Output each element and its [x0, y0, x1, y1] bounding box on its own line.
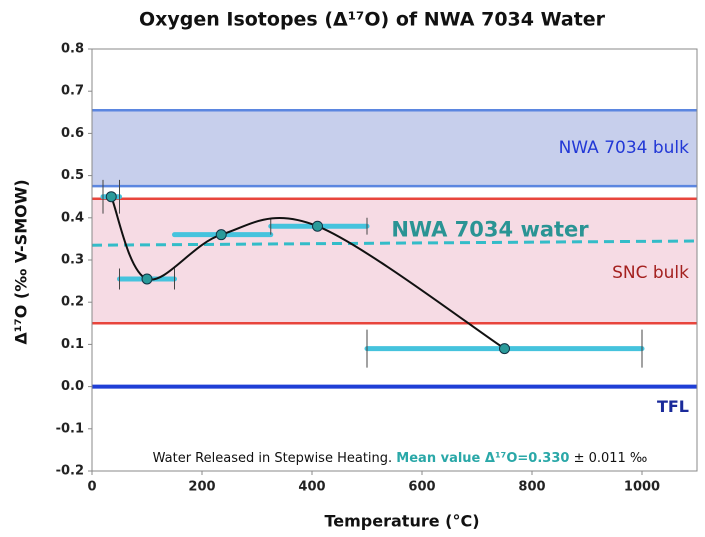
band-label: SNC bulk [612, 263, 689, 283]
data-point [141, 273, 153, 285]
y-tick-label: 0.6 [61, 126, 84, 141]
line-label: TFL [657, 397, 689, 416]
y-tick-label: 0.7 [61, 84, 84, 99]
y-tick-label: 0.2 [61, 295, 84, 310]
data-point [215, 229, 227, 241]
x-tick-label: 1000 [624, 480, 660, 495]
data-point [105, 191, 117, 203]
x-axis-label: Temperature (°C) [324, 512, 479, 531]
series-line [110, 196, 506, 350]
y-tick-label: 0.3 [61, 253, 84, 268]
chart-title: Oxygen Isotopes (Δ¹⁷O) of NWA 7034 Water [139, 9, 606, 31]
annotation-part: ± 0.011 ‰ [574, 451, 648, 466]
data-point [499, 343, 510, 355]
line-label: NWA 7034 water [391, 217, 589, 241]
y-tick-label: 0.5 [61, 168, 84, 183]
y-axis-label: Δ¹⁷O (‰ V-SMOW) [12, 179, 31, 344]
annotation-part: Mean value Δ¹⁷O=0.330 [396, 451, 569, 466]
y-tick-label: 0.0 [61, 379, 84, 394]
y-tick-label: 0.4 [61, 210, 84, 225]
annotation: Water Released in Stepwise Heating. Mean… [153, 451, 648, 466]
y-tick-label: 0.8 [61, 42, 84, 57]
x-tick-label: 400 [298, 480, 325, 495]
y-tick-label: -0.1 [56, 421, 84, 436]
reference-line [91, 239, 698, 247]
data-point [312, 220, 323, 232]
y-tick-label: 0.1 [61, 337, 84, 352]
x-tick-label: 200 [188, 480, 215, 495]
band [92, 198, 697, 324]
annotation-part: Water Released in Stepwise Heating. [153, 451, 393, 466]
x-tick-label: 0 [87, 480, 96, 495]
x-tick-label: 600 [408, 480, 435, 495]
y-tick-label: -0.2 [56, 464, 84, 479]
band-label: NWA 7034 bulk [559, 138, 690, 158]
band [92, 110, 697, 187]
x-tick-label: 800 [518, 480, 545, 495]
